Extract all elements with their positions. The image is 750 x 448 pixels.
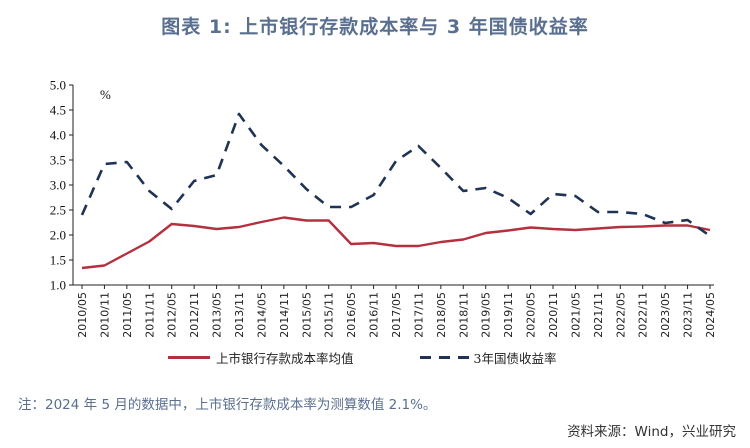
- deposit-cost-line: [81, 216, 711, 270]
- x-tick-label: 2021/11: [592, 292, 605, 338]
- x-tick-label: 2014/05: [255, 292, 268, 338]
- chart-legend: 上市银行存款成本率均值 3年国债收益率: [168, 348, 622, 367]
- x-tick-label: 2019/11: [502, 292, 515, 338]
- y-tick-label: 4.5: [50, 103, 66, 118]
- x-tick-label: 2020/11: [547, 292, 560, 338]
- y-tick-label: 1.5: [50, 253, 66, 268]
- y-tick-label: 4.0: [50, 128, 66, 143]
- y-tick-label: 1.0: [50, 278, 66, 293]
- legend-label: 上市银行存款成本率均值: [216, 351, 354, 366]
- x-tick-label: 2022/05: [614, 292, 627, 338]
- footnote: 注：2024 年 5 月的数据中，上市银行存款成本率为测算数值 2.1%。: [18, 397, 437, 413]
- x-tick-label: 2019/05: [480, 292, 493, 338]
- x-tick-label: 2013/11: [233, 292, 246, 338]
- y-tick-label: 3.5: [50, 153, 66, 168]
- y-tick-label: 2.0: [50, 228, 66, 243]
- x-tick-label: 2010/05: [76, 292, 89, 338]
- chart-title: 图表 1: 上市银行存款成本率与 3 年国债收益率: [161, 16, 589, 38]
- x-tick-label: 2012/05: [166, 292, 179, 338]
- legend-label: 3年国债收益率: [473, 351, 557, 366]
- dashed-line-swatch-icon: [419, 356, 472, 359]
- x-tick-label: 2016/11: [368, 292, 381, 338]
- y-unit-label: %: [100, 87, 111, 102]
- line-chart: 1.0 1.5 2.0 2.5 3.0 3.5 4.0 4.5 5.0% 2010/05 2010/…: [50, 78, 717, 338]
- x-tick-label: 2013/05: [211, 292, 224, 338]
- x-tick-label: 2012/11: [188, 292, 201, 338]
- x-tick-label: 2015/11: [323, 292, 336, 338]
- x-tick-label: 2023/11: [682, 292, 695, 338]
- x-tick-label: 2024/05: [704, 292, 717, 338]
- x-tick-label: 2011/11: [143, 292, 156, 338]
- source-credit: 资料来源：Wind，兴业研究: [567, 424, 736, 440]
- x-tick-label: 2014/11: [278, 292, 291, 338]
- solid-line-swatch-icon: [168, 356, 210, 359]
- treasury-yield-line: [80, 112, 711, 238]
- legend-item-treasury-yield: 3年国债收益率: [419, 348, 557, 367]
- x-tick-label: 2022/11: [637, 292, 650, 338]
- x-tick-label: 2020/05: [525, 292, 538, 338]
- y-tick-label: 3.0: [50, 178, 66, 193]
- x-tick-label: 2015/05: [300, 292, 313, 338]
- x-tick-label: 2018/05: [435, 292, 448, 338]
- x-tick-label: 2017/11: [412, 292, 425, 338]
- x-tick-label: 2017/05: [390, 292, 403, 338]
- x-tick-label: 2011/05: [121, 292, 134, 338]
- x-tick-label: 2021/05: [569, 292, 582, 338]
- x-tick-label: 2016/05: [345, 292, 358, 338]
- y-tick-label: 2.5: [50, 203, 66, 218]
- x-tick-label: 2023/05: [659, 292, 672, 338]
- x-tick-label: 2010/11: [98, 292, 111, 338]
- x-tick-label: 2018/11: [457, 292, 470, 338]
- legend-item-deposit-cost: 上市银行存款成本率均值: [168, 348, 354, 367]
- y-tick-label: 5.0: [50, 78, 66, 93]
